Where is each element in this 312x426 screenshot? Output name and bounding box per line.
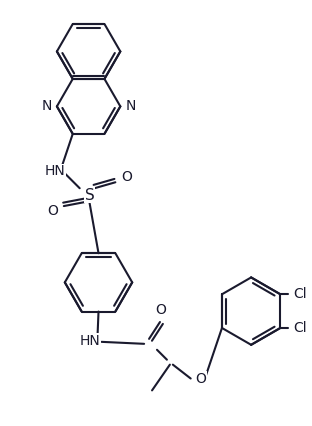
Text: Cl: Cl xyxy=(293,287,307,301)
Text: O: O xyxy=(121,170,132,184)
Text: HN: HN xyxy=(45,164,66,178)
Text: S: S xyxy=(85,188,95,203)
Text: O: O xyxy=(195,371,206,386)
Text: O: O xyxy=(155,303,166,317)
Text: N: N xyxy=(125,99,136,113)
Text: HN: HN xyxy=(80,334,100,348)
Text: O: O xyxy=(47,204,58,218)
Text: N: N xyxy=(41,99,52,113)
Text: Cl: Cl xyxy=(293,321,307,335)
